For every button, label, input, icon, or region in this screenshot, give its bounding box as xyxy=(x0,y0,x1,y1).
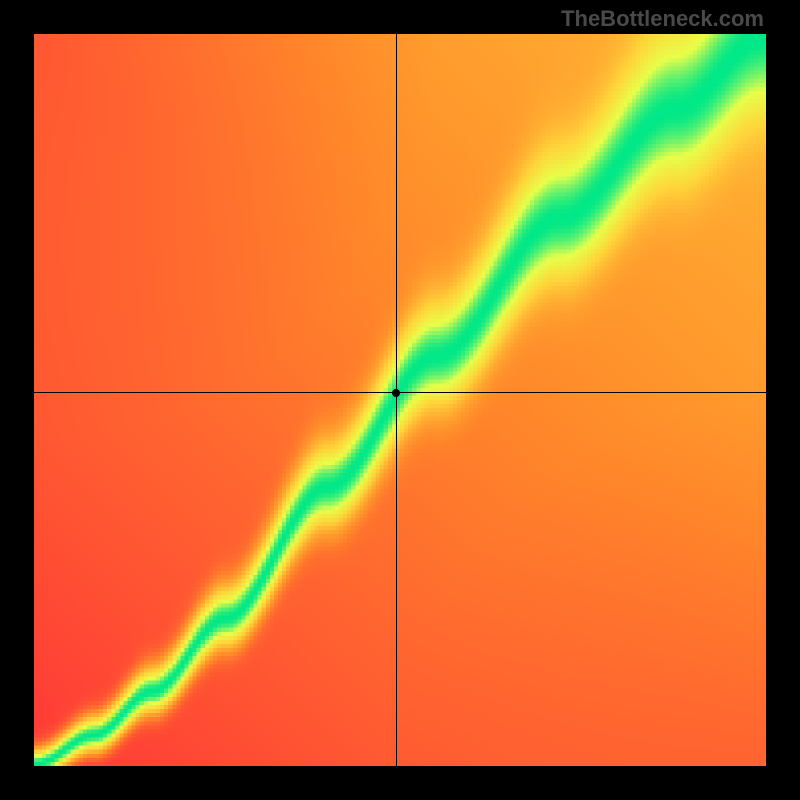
bottleneck-heatmap xyxy=(34,34,766,766)
crosshair-vertical xyxy=(396,34,397,766)
chart-container: { "watermark": { "text": "TheBottleneck.… xyxy=(0,0,800,800)
watermark-text: TheBottleneck.com xyxy=(561,6,764,32)
crosshair-marker xyxy=(392,389,400,397)
